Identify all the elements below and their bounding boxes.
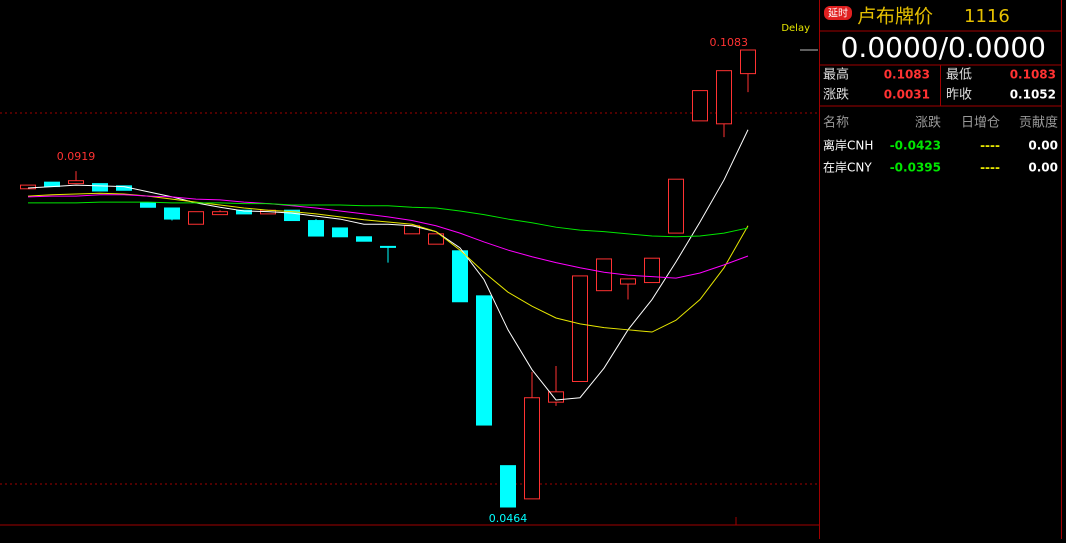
candle-body — [476, 295, 492, 426]
stat-label: 最高 — [823, 67, 849, 83]
stat-value: 0.1083 — [1010, 68, 1056, 82]
candle-body — [332, 227, 348, 238]
delay-label: Delay — [781, 23, 810, 34]
table-cell: ---- — [980, 139, 1000, 153]
quote-panel: 最高 0.1083 最低 0.1083涨跌 0.0031 昨收 0.1052名称 涨跌 日增仓贡… — [823, 67, 1058, 175]
table-cell: 离岸CNH — [823, 138, 873, 153]
candle-body — [452, 250, 468, 303]
candle-body — [668, 178, 684, 234]
candle-body — [356, 236, 372, 242]
candle-body — [212, 211, 228, 216]
table-cell: 在岸CNY — [823, 161, 872, 175]
table-header: 日增仓 — [961, 116, 1000, 131]
candle-body — [188, 211, 204, 225]
candle-body — [596, 258, 612, 292]
candle-body — [20, 184, 36, 190]
panel-code: 1116 — [964, 6, 1010, 27]
badge: 延时 — [828, 8, 848, 20]
candle-body — [308, 220, 324, 237]
candle-body — [572, 275, 588, 382]
candle-body — [284, 209, 300, 222]
candle-body — [164, 207, 180, 220]
candle-body — [692, 90, 708, 122]
price: 0.0000/0.0000 — [841, 31, 1046, 64]
table-cell: 0.00 — [1028, 139, 1058, 153]
candle-body — [380, 245, 396, 248]
stat-value: 0.0031 — [884, 88, 930, 102]
candle-body — [92, 183, 108, 192]
stat-label: 涨跌 — [823, 87, 849, 103]
candle-body — [524, 397, 540, 500]
stat-label: 昨收 — [946, 88, 972, 103]
stat-value: 0.1052 — [1010, 88, 1056, 102]
stat-label: 最低 — [946, 68, 972, 83]
candle-body — [620, 278, 636, 285]
table-cell: -0.0395 — [890, 161, 941, 175]
candle-body — [68, 180, 84, 185]
panel-title: 卢布牌价 — [857, 6, 933, 28]
candle-body — [428, 233, 444, 245]
badge-bg — [824, 6, 852, 20]
candle-body — [644, 257, 660, 284]
stat-value: 0.1083 — [884, 68, 930, 82]
low-label: 0.0464 — [489, 512, 528, 525]
table-cell: -0.0423 — [890, 139, 941, 153]
table-header: 名称 — [823, 115, 849, 131]
candle-body — [740, 49, 756, 75]
table-header: 涨跌 — [915, 115, 941, 131]
candle-body — [548, 391, 564, 403]
moving-average — [28, 201, 749, 238]
candle-body — [236, 209, 252, 215]
chart: 0.1083 0.0919 0.0464 — [20, 36, 756, 525]
table-cell: 0.00 — [1028, 161, 1058, 175]
high-label: 0.1083 — [710, 36, 749, 49]
table-header: 贡献度 — [1019, 115, 1058, 131]
candle-body — [716, 70, 732, 125]
candle-body — [500, 465, 516, 508]
table-cell: ---- — [980, 161, 1000, 175]
high-label: 0.0919 — [57, 150, 96, 163]
candle-body — [140, 202, 156, 208]
moving-average — [27, 194, 749, 279]
